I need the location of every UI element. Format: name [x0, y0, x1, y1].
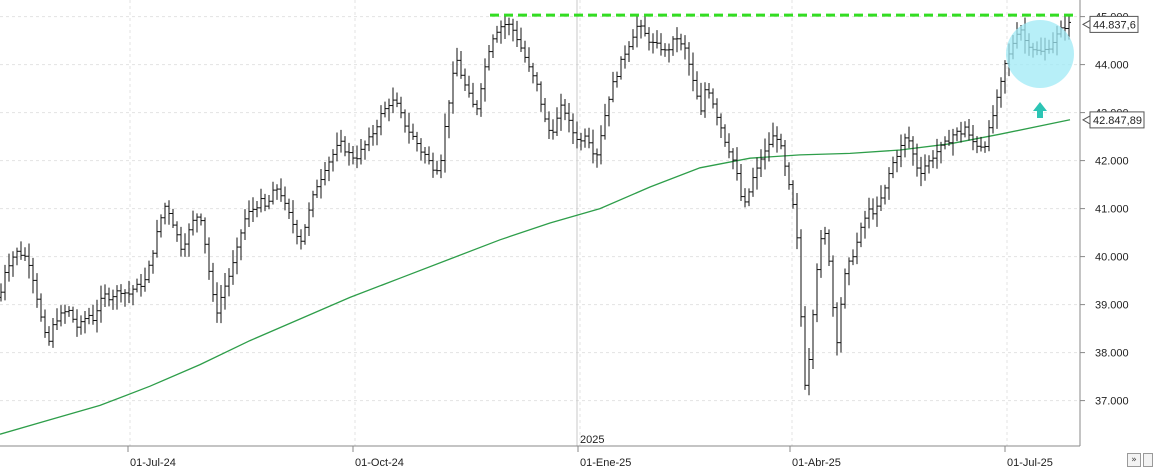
y-tick-label: 44.000: [1095, 60, 1129, 72]
plot-area: [0, 0, 1080, 446]
last-price-label: 44.837,6: [1093, 19, 1136, 31]
moving-average-box: [1089, 111, 1145, 129]
x-axis-panel: [0, 446, 1153, 470]
y-tick-label: 39.000: [1095, 300, 1129, 312]
scroll-right-button[interactable]: »: [1127, 453, 1141, 467]
scroll-end-button[interactable]: [1143, 453, 1153, 467]
moving-average-polyline: [0, 119, 1071, 435]
x-axis-ticks: 01-Jul-24 01-Oct-24 01-Ene-25 01-Abr-25 01-J…: [127, 446, 1053, 469]
last-price-badge: 44.837,6: [1081, 15, 1139, 33]
vertical-gridlines: [129, 0, 1008, 446]
x-tick-label: 01-Oct-24: [355, 457, 404, 469]
x-tick-label: 01-Jul-24: [130, 457, 176, 469]
highlight-circle: [1006, 20, 1074, 88]
moving-average-line: [0, 119, 1071, 435]
y-axis-ticks: 37.00038.00039.00040.00041.00042.00043.0…: [1080, 12, 1129, 408]
x-tick-label: 01-Abr-25: [792, 457, 841, 469]
y-tick-label: 40.000: [1095, 252, 1129, 264]
ohlc-bars: [0, 15, 1071, 396]
year-label: 2025: [580, 434, 604, 446]
x-tick-label: 01-Ene-25: [580, 457, 631, 469]
last-price-box: [1089, 15, 1139, 33]
y-tick-label: 38.000: [1095, 348, 1129, 360]
y-tick-label: 41.000: [1095, 204, 1129, 216]
y-tick-label: 42.000: [1095, 156, 1129, 168]
moving-average-badge: 42.847,89: [1081, 111, 1145, 129]
up-arrow-icon: [1033, 102, 1047, 118]
last-price-pointer: [1081, 19, 1091, 29]
y-axis-panel: [1080, 0, 1153, 446]
x-tick-label: 01-Jul-25: [1007, 457, 1053, 469]
moving-average-pointer: [1081, 115, 1091, 125]
y-tick-label: 37.000: [1095, 396, 1129, 408]
moving-average-label: 42.847,89: [1093, 115, 1142, 127]
